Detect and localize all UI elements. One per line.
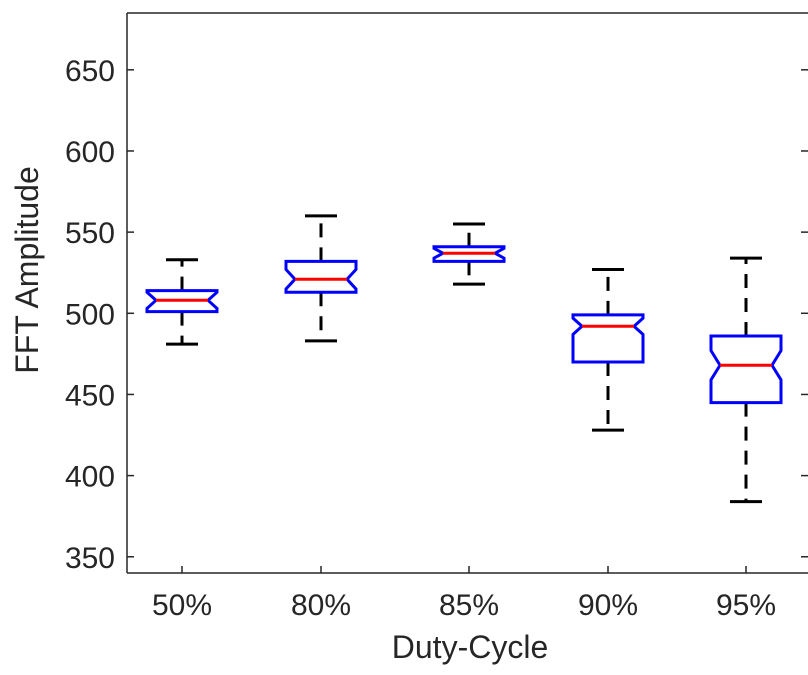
y-tick-label: 500 — [65, 298, 115, 331]
y-tick-label: 350 — [65, 542, 115, 575]
boxes — [145, 214, 783, 504]
y-tick-label: 400 — [65, 461, 115, 494]
notched-box — [571, 313, 645, 364]
tick-labels: 350 400 450 500 550 600 650 50% 80% 85% 90% 95% — [65, 55, 776, 622]
x-tick-label: 95% — [716, 589, 776, 622]
notched-box — [709, 334, 783, 405]
box-85pct — [432, 222, 506, 286]
y-tick-label: 650 — [65, 55, 115, 88]
x-tick-label: 50% — [152, 589, 212, 622]
y-tick-label: 450 — [65, 379, 115, 412]
notched-box — [284, 259, 358, 294]
x-axis-label: Duty-Cycle — [392, 629, 548, 665]
x-tick-label: 90% — [578, 589, 638, 622]
y-tick-label: 600 — [65, 136, 115, 169]
box-80pct — [284, 214, 358, 343]
box-95pct — [709, 256, 783, 504]
box-50pct — [145, 258, 219, 346]
axes — [126, 12, 808, 574]
y-axis-label: FFT Amplitude — [9, 166, 45, 373]
x-tick-label: 85% — [439, 589, 499, 622]
x-tick-label: 80% — [291, 589, 351, 622]
y-tick-label: 550 — [65, 217, 115, 250]
box-90pct — [571, 267, 645, 432]
